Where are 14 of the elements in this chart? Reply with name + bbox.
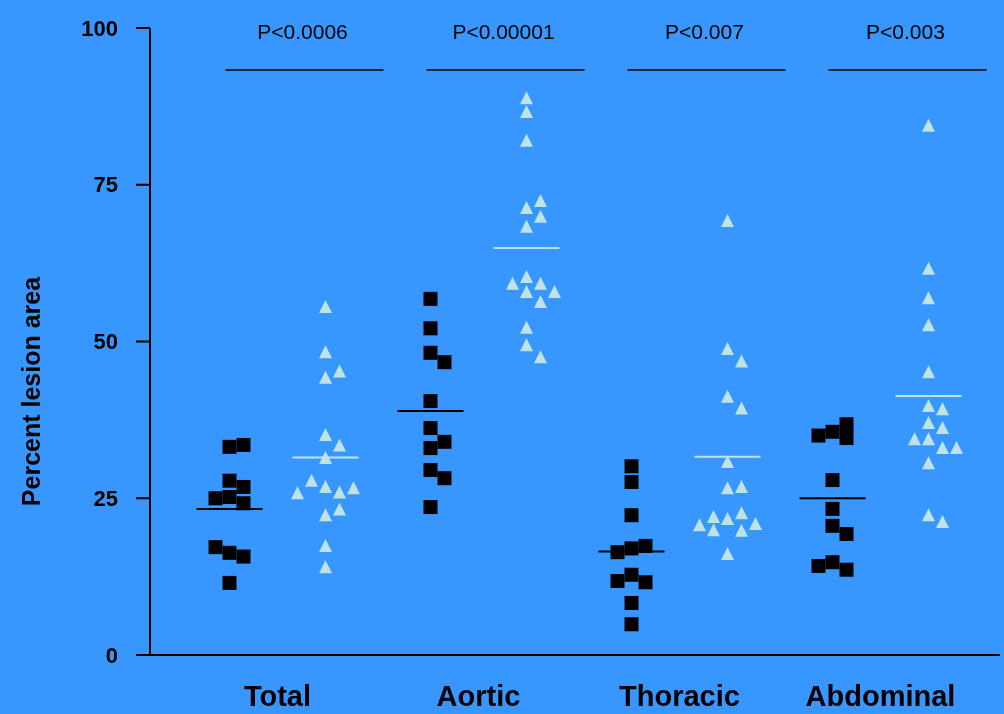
annotation: P<0.003 <box>866 20 945 43</box>
y-tick-label: 25 <box>93 485 118 511</box>
y-tick-label: 0 <box>105 642 118 668</box>
y-tick-label: 100 <box>81 15 118 41</box>
y-axis-title: Percent lesion area <box>17 275 45 507</box>
annotation: P<0.007 <box>665 20 744 43</box>
y-tick-label: 50 <box>93 329 118 355</box>
annotation: P<0.00001 <box>452 20 555 43</box>
x-tick-label: Thoracic <box>619 680 740 712</box>
x-tick-label: Abdominal <box>805 680 956 712</box>
x-tick-label: Total <box>243 680 312 712</box>
y-tick-label: 75 <box>93 172 118 198</box>
annotation: P<0.0006 <box>257 20 348 43</box>
x-tick-label: Aortic <box>436 680 521 712</box>
